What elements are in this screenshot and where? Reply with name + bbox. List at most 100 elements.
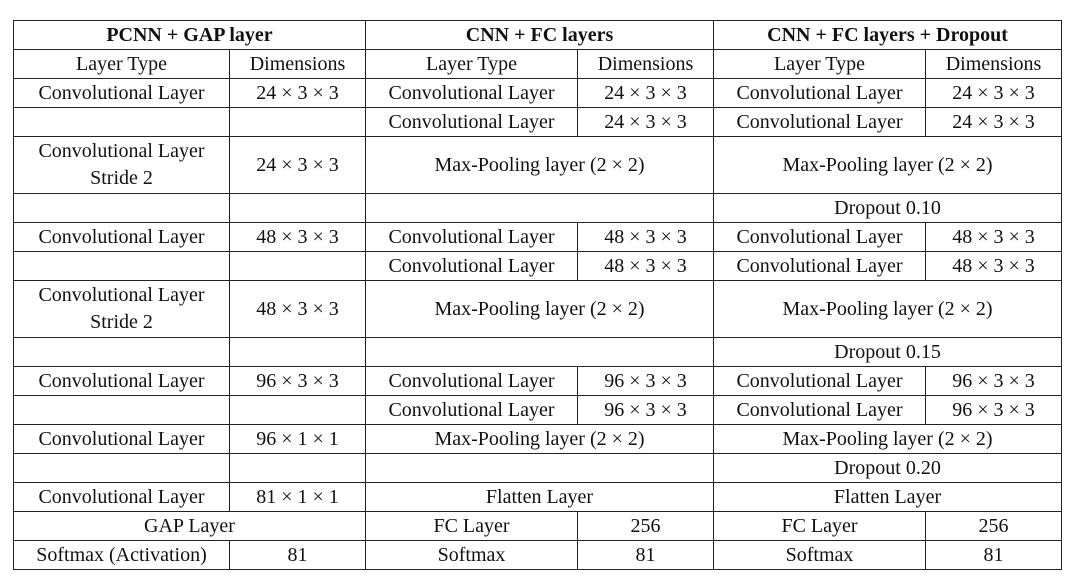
dropout-cell: Dropout 0.15 — [713, 337, 1063, 367]
empty-cell — [13, 107, 230, 137]
layer-stride: Stride 2 — [90, 311, 153, 333]
layer-cell: Convolutional Layer — [713, 251, 927, 281]
subheader-layer-type: Layer Type — [13, 49, 230, 79]
table-row: Convolutional Layer 24 × 3 × 3 Convoluti… — [13, 107, 1063, 137]
layer-cell: Convolutional Layer — [365, 107, 578, 137]
dim-cell: 24 × 3 × 3 — [576, 78, 715, 108]
dim-cell: 24 × 3 × 3 — [925, 107, 1063, 137]
dim-cell: 48 × 3 × 3 — [576, 222, 715, 252]
softmax-cell: Softmax — [365, 540, 578, 570]
dim-cell: 96 × 3 × 3 — [576, 366, 715, 396]
maxpool-cell: Max-Pooling layer (2 × 2) — [364, 280, 715, 338]
dim-cell: 81 — [576, 540, 715, 570]
fc-cell: FC Layer — [365, 511, 578, 541]
architecture-table: PCNN + GAP layer CNN + FC layers CNN + F… — [13, 20, 1063, 570]
empty-cell — [229, 251, 366, 281]
dim-cell: 24 × 3 × 3 — [576, 107, 715, 137]
dim-cell: 96 × 3 × 3 — [576, 395, 715, 425]
empty-cell — [13, 251, 230, 281]
softmax-cell: Softmax (Activation) — [13, 540, 230, 570]
empty-cell — [229, 337, 366, 367]
table-row: Dropout 0.20 — [13, 453, 1063, 483]
table-row: Convolutional Layer 48 × 3 × 3 Convoluti… — [13, 251, 1063, 281]
dim-cell: 96 × 3 × 3 — [925, 395, 1063, 425]
layer-cell: Convolutional Layer Stride 2 — [13, 136, 230, 194]
header-row: PCNN + GAP layer CNN + FC layers CNN + F… — [13, 20, 1063, 50]
flatten-cell: Flatten Layer — [364, 482, 715, 512]
dim-cell: 256 — [576, 511, 715, 541]
dim-cell: 81 — [925, 540, 1063, 570]
maxpool-cell: Max-Pooling layer (2 × 2) — [713, 280, 1063, 338]
layer-name: Convolutional Layer — [38, 284, 205, 306]
fc-cell: FC Layer — [713, 511, 927, 541]
maxpool-cell: Max-Pooling layer (2 × 2) — [713, 136, 1063, 194]
empty-cell — [13, 193, 230, 223]
empty-cell — [364, 193, 715, 223]
empty-cell — [13, 453, 230, 483]
table-row: Convolutional Layer 48 × 3 × 3 Convoluti… — [13, 222, 1063, 252]
layer-cell: Convolutional Layer — [713, 366, 927, 396]
dim-cell: 24 × 3 × 3 — [229, 136, 366, 194]
table-row: GAP Layer FC Layer 256 FC Layer 256 — [13, 511, 1063, 541]
layer-cell: Convolutional Layer Stride 2 — [13, 280, 230, 338]
table-row: Convolutional Layer Stride 2 24 × 3 × 3 … — [13, 136, 1063, 194]
maxpool-cell: Max-Pooling layer (2 × 2) — [713, 424, 1063, 454]
dim-cell: 48 × 3 × 3 — [576, 251, 715, 281]
layer-cell: Convolutional Layer — [713, 222, 927, 252]
layer-cell: Convolutional Layer — [713, 395, 927, 425]
table-row: Dropout 0.15 — [13, 337, 1063, 367]
subheader-dimensions: Dimensions — [925, 49, 1063, 79]
dim-cell: 48 × 3 × 3 — [229, 280, 366, 338]
table-row: Softmax (Activation) 81 Softmax 81 Softm… — [13, 540, 1063, 570]
flatten-cell: Flatten Layer — [713, 482, 1063, 512]
subheader-dimensions: Dimensions — [576, 49, 715, 79]
subheader-layer-type: Layer Type — [713, 49, 927, 79]
layer-name: Convolutional Layer — [38, 140, 205, 162]
table-row: Convolutional Layer 96 × 1 × 1 Max-Pooli… — [13, 424, 1063, 454]
table-row: Convolutional Layer 24 × 3 × 3 Convoluti… — [13, 78, 1063, 108]
maxpool-cell: Max-Pooling layer (2 × 2) — [364, 424, 715, 454]
dim-cell: 81 — [229, 540, 366, 570]
dim-cell: 24 × 3 × 3 — [229, 78, 366, 108]
empty-cell — [364, 337, 715, 367]
layer-cell: Convolutional Layer — [13, 424, 230, 454]
dropout-cell: Dropout 0.10 — [713, 193, 1063, 223]
subheader-layer-type: Layer Type — [365, 49, 578, 79]
layer-cell: Convolutional Layer — [13, 222, 230, 252]
header-cnn-dropout: CNN + FC layers + Dropout — [713, 20, 1063, 50]
empty-cell — [229, 193, 366, 223]
gap-cell: GAP Layer — [13, 511, 366, 541]
dim-cell: 81 × 1 × 1 — [229, 482, 366, 512]
dim-cell: 24 × 3 × 3 — [925, 78, 1063, 108]
empty-cell — [13, 337, 230, 367]
layer-cell: Convolutional Layer — [713, 78, 927, 108]
layer-cell: Convolutional Layer — [365, 78, 578, 108]
header-pcnn: PCNN + GAP layer — [13, 20, 366, 50]
layer-cell: Convolutional Layer — [13, 78, 230, 108]
table-row: Convolutional Layer 96 × 3 × 3 Convoluti… — [13, 395, 1063, 425]
layer-cell: Convolutional Layer — [365, 395, 578, 425]
header-cnn: CNN + FC layers — [364, 20, 715, 50]
dim-cell: 48 × 3 × 3 — [925, 251, 1063, 281]
layer-cell: Convolutional Layer — [713, 107, 927, 137]
empty-cell — [364, 453, 715, 483]
dim-cell: 48 × 3 × 3 — [925, 222, 1063, 252]
empty-cell — [229, 107, 366, 137]
table-row: Convolutional Layer 96 × 3 × 3 Convoluti… — [13, 366, 1063, 396]
dropout-cell: Dropout 0.20 — [713, 453, 1063, 483]
dim-cell: 48 × 3 × 3 — [229, 222, 366, 252]
maxpool-cell: Max-Pooling layer (2 × 2) — [364, 136, 715, 194]
dim-cell: 256 — [925, 511, 1063, 541]
empty-cell — [229, 453, 366, 483]
layer-cell: Convolutional Layer — [365, 366, 578, 396]
table-row: Convolutional Layer Stride 2 48 × 3 × 3 … — [13, 280, 1063, 338]
layer-cell: Convolutional Layer — [365, 251, 578, 281]
table-row: Convolutional Layer 81 × 1 × 1 Flatten L… — [13, 482, 1063, 512]
table-row: Dropout 0.10 — [13, 193, 1063, 223]
layer-cell: Convolutional Layer — [13, 482, 230, 512]
layer-cell: Convolutional Layer — [13, 366, 230, 396]
layer-cell: Convolutional Layer — [365, 222, 578, 252]
dim-cell: 96 × 3 × 3 — [229, 366, 366, 396]
layer-stride: Stride 2 — [90, 167, 153, 189]
softmax-cell: Softmax — [713, 540, 927, 570]
